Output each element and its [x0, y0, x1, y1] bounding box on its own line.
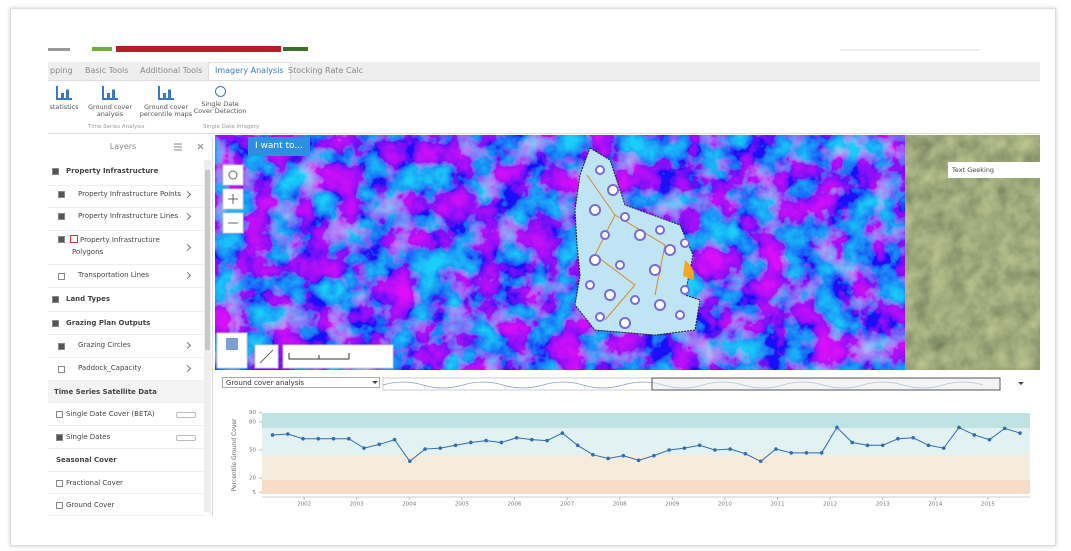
- tab-bar: pping Basic Tools Additional Tools Image…: [48, 62, 1040, 81]
- logo-text: [48, 48, 70, 51]
- layer-label: Land Types: [66, 295, 111, 303]
- map-overlay-label: Text Geeking: [948, 162, 1040, 178]
- layer-item[interactable]: Property Infrastructure Points: [48, 186, 204, 208]
- panel-title: Layers: [109, 142, 137, 151]
- logo-bar: [116, 46, 281, 52]
- screenshot-frame: [10, 8, 1056, 546]
- layer-label: Property Infrastructure Points: [78, 190, 181, 198]
- panel-icons: [174, 143, 204, 151]
- satellite-basemap: [905, 135, 1040, 370]
- layer-item[interactable]: Paddock_Capacity: [48, 358, 204, 381]
- ribbon-divider: [48, 133, 1040, 134]
- ribbon-button[interactable]: Ground cover percentile maps: [138, 86, 194, 118]
- logo-green: [92, 47, 112, 51]
- tab[interactable]: Basic Tools: [85, 66, 129, 75]
- layer-item[interactable]: Transportation Lines: [48, 265, 204, 288]
- tab[interactable]: Stocking Rate Calc: [288, 66, 364, 75]
- layer-item[interactable]: Ground Cover: [48, 494, 204, 516]
- layer-label: Ground Cover: [66, 501, 115, 509]
- locate-icon: [228, 170, 238, 180]
- layer-item[interactable]: Property Infrastructure: [48, 164, 204, 186]
- dropdown-arrow: [372, 381, 378, 384]
- ribbon-label: Single Date Cover Detection: [193, 100, 247, 115]
- logo-tail: [283, 47, 308, 51]
- layer-label: Grazing Plan Outputs: [66, 319, 151, 327]
- ribbon-label: Ground cover analysis: [87, 103, 133, 118]
- menu-icon[interactable]: [174, 143, 182, 151]
- layer-label: Grazing Circles: [78, 341, 131, 349]
- basemap-icon: [226, 338, 238, 350]
- ribbon-group: Single Date Imagery: [203, 124, 260, 130]
- timeline[interactable]: [368, 376, 1038, 392]
- ribbon-button[interactable]: Single Date Cover Detection: [192, 86, 248, 115]
- locate-button[interactable]: [222, 164, 244, 186]
- layer-item[interactable]: Grazing Plan Outputs: [48, 312, 204, 335]
- timeline-selection[interactable]: [651, 377, 1001, 391]
- layer-label: Property Infrastructure Lines: [78, 212, 179, 220]
- layer-label: Single Date Cover (BETA): [66, 410, 155, 418]
- ribbon-label: Ground cover percentile maps: [139, 103, 193, 118]
- map[interactable]: [215, 135, 1040, 370]
- layer-item[interactable]: Property Infrastructure Lines: [48, 208, 204, 231]
- layer-item[interactable]: Property Infrastructure Polygons: [48, 231, 204, 265]
- layer-item[interactable]: Seasonal Cover: [48, 449, 204, 472]
- header-strip: [48, 46, 980, 52]
- close-icon[interactable]: [197, 143, 204, 150]
- scale-line: [288, 353, 350, 360]
- timeline-menu[interactable]: [1018, 382, 1024, 385]
- property-boundary[interactable]: [574, 147, 701, 336]
- layers-panel: Layers Property Infrastructure Property …: [48, 138, 213, 516]
- tab[interactable]: pping: [50, 66, 73, 75]
- measure-icon: [259, 349, 274, 364]
- layer-item[interactable]: Single Date Cover (BETA): [48, 403, 204, 426]
- layer-section: Time Series Satellite Data: [48, 381, 204, 403]
- layer-item[interactable]: Single Dates: [48, 426, 204, 449]
- hotspot: [683, 260, 694, 280]
- layer-label: Seasonal Cover: [56, 456, 117, 464]
- layer-label: Single Dates: [66, 433, 111, 441]
- layer-label: Paddock_Capacity: [78, 364, 142, 372]
- layer-item[interactable]: Land Types: [48, 288, 204, 312]
- i-want-to-button[interactable]: I want to...: [248, 137, 310, 156]
- layer-label: Property Infrastructure Polygons: [72, 236, 160, 256]
- ribbon-button[interactable]: Ground cover analysis: [82, 86, 138, 118]
- grazing-circles: [585, 165, 690, 329]
- plus-icon: [228, 194, 238, 204]
- layer-label: Property Infrastructure: [66, 167, 159, 175]
- layer-label: Fractional Cover: [66, 479, 123, 487]
- ribbon-label: statistics: [49, 103, 79, 111]
- tab-active[interactable]: Imagery Analysis: [208, 62, 291, 80]
- ribbon-button[interactable]: statistics: [36, 86, 92, 111]
- analysis-dropdown[interactable]: Ground cover analysis: [222, 377, 380, 388]
- scrollbar[interactable]: [204, 160, 211, 512]
- tab[interactable]: Additional Tools: [140, 66, 203, 75]
- ribbon-group: Time Series Analysis: [88, 124, 145, 130]
- scale-bar: [282, 344, 394, 369]
- layer-item[interactable]: Fractional Cover: [48, 472, 204, 494]
- layer-label: Transportation Lines: [78, 271, 150, 279]
- layer-item[interactable]: Grazing Circles: [48, 335, 204, 358]
